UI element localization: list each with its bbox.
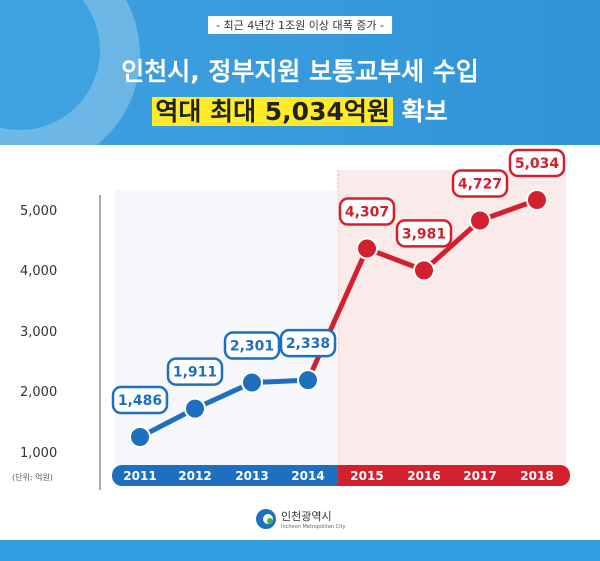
data-label: 4,307 [345, 205, 389, 221]
header-banner: - 최근 4년간 1조원 이상 대폭 증가 - 인천시, 정부지원 보통교부세 … [0, 0, 600, 145]
title-line2: 역대 최대 5,034억원 확보 [0, 92, 600, 128]
x-tick-label: 2011 [123, 469, 156, 483]
data-point [184, 397, 206, 420]
x-tick-label: 2015 [350, 469, 383, 483]
data-point [241, 371, 263, 394]
highlight: 역대 최대 5,034억원 [152, 97, 393, 126]
data-label-bubble [223, 331, 281, 360]
data-point [526, 188, 548, 211]
data-point [413, 259, 435, 282]
data-label: 1,486 [118, 393, 162, 409]
plot-bg [115, 190, 338, 465]
series-segment [305, 247, 370, 382]
data-point [129, 426, 151, 448]
data-label-bubble [338, 197, 396, 226]
x-tick-label: 2012 [178, 469, 211, 483]
subtitle: - 최근 4년간 1조원 이상 대폭 증가 - [208, 16, 392, 34]
logo-icon [256, 509, 276, 529]
x-tick-label: 2016 [407, 469, 440, 483]
data-label: 5,034 [515, 156, 560, 172]
y-tick-label: 4,000 [20, 264, 57, 279]
data-label-bubble [508, 148, 566, 178]
series-segment [422, 218, 482, 273]
data-label-bubble [166, 357, 224, 386]
logo: 인천광역시 Incheon Metropolitan City [255, 508, 345, 530]
year-bar-join2 [338, 465, 353, 486]
y-tick-label: 1,000 [20, 446, 57, 461]
data-point [297, 369, 319, 392]
data-label: 2,301 [230, 339, 274, 355]
footer-bar [0, 540, 600, 561]
title: 인천시, 정부지원 보통교부세 수입 [121, 57, 479, 86]
logo-en: Incheon Metropolitan City [281, 524, 346, 530]
x-tick-label: 2018 [520, 469, 553, 483]
year-bar-blue [112, 465, 352, 486]
data-point [469, 209, 491, 232]
data-label-bubble [111, 385, 169, 415]
x-tick-label: 2017 [463, 469, 496, 483]
y-tick-label: 2,000 [20, 385, 57, 400]
data-label: 2,338 [286, 336, 330, 352]
logo-name: 인천광역시 [281, 510, 332, 523]
data-label: 4,727 [458, 177, 502, 193]
x-tick-label: 2014 [291, 469, 324, 483]
data-label-bubble [451, 169, 509, 198]
y-unit-label: (단위: 억원) [12, 472, 53, 482]
data-label-bubble [279, 328, 337, 358]
data-label-bubble [395, 219, 453, 248]
data-point [356, 237, 378, 260]
line-chart: 1,000 2,000 3,000 4,000 5,000 (단위: 억원) 2011 201… [12, 148, 570, 490]
year-bar-red [338, 465, 570, 486]
y-tick-label: 3,000 [20, 325, 57, 340]
data-label: 1,911 [173, 365, 217, 381]
y-tick-label: 5,000 [20, 204, 57, 219]
data-label: 3,981 [402, 226, 446, 242]
title-suffix: 확보 [401, 97, 448, 126]
x-tick-label: 2013 [235, 469, 268, 483]
